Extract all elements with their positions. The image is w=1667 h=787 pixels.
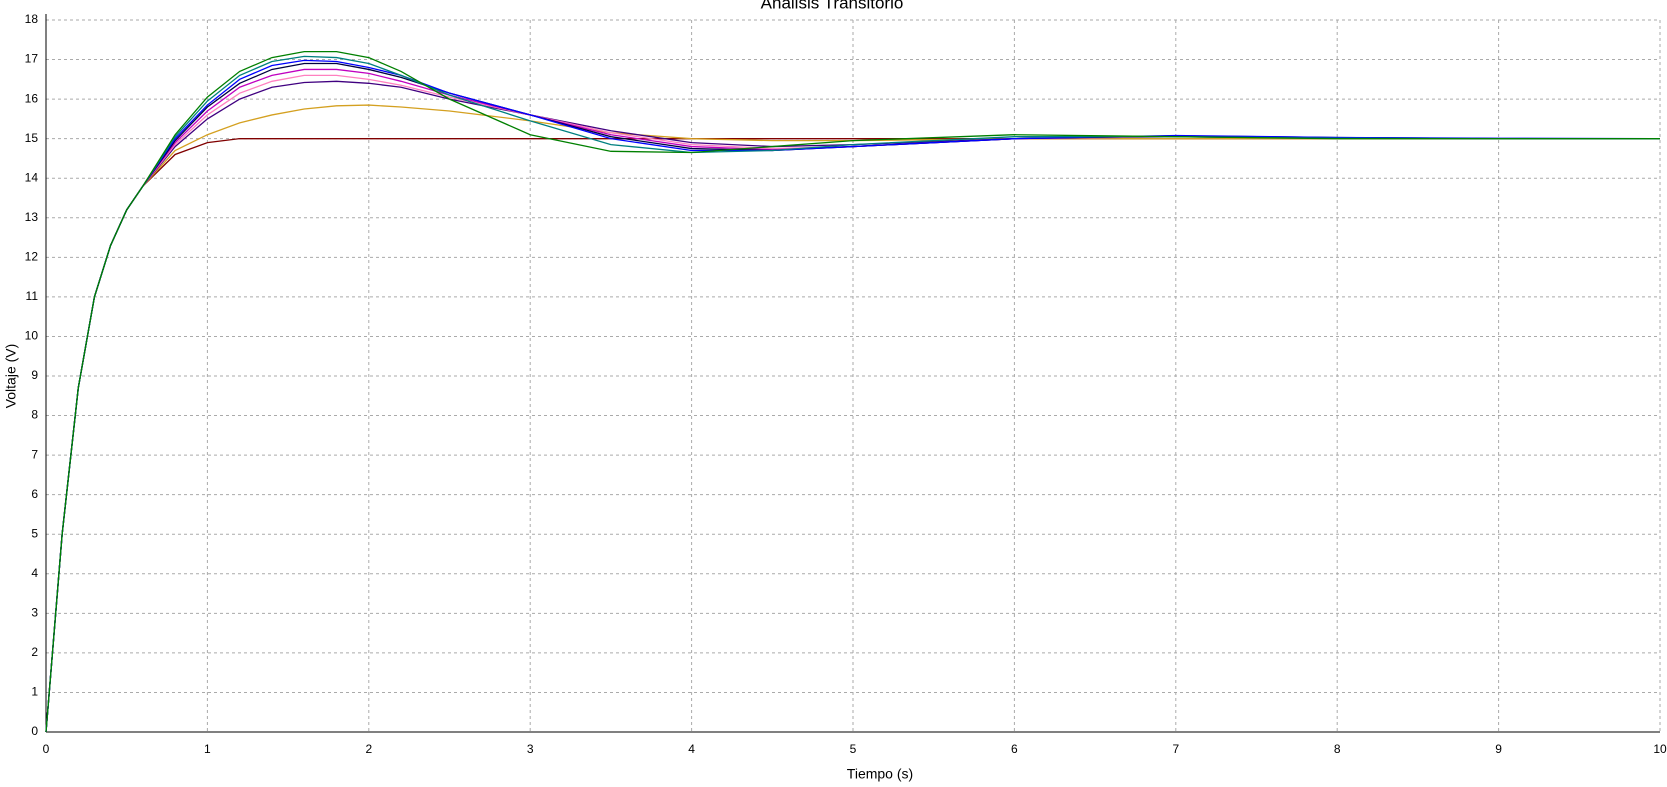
x-tick-label: 10	[1653, 742, 1667, 756]
y-tick-label: 3	[31, 606, 38, 620]
x-tick-label: 8	[1334, 742, 1341, 756]
series-line	[45, 59, 1661, 733]
x-tick-label: 3	[527, 742, 534, 756]
y-tick-label: 14	[25, 170, 39, 184]
y-tick-label: 13	[25, 210, 39, 224]
x-tick-label: 4	[688, 742, 695, 756]
x-tick-label: 0	[43, 742, 50, 756]
y-tick-label: 7	[31, 447, 38, 461]
y-tick-label: 11	[26, 289, 39, 303]
y-tick-label: 5	[31, 526, 38, 540]
y-tick-label: 12	[25, 250, 39, 264]
x-tick-label: 5	[850, 742, 857, 756]
x-tick-label: 6	[1011, 742, 1018, 756]
y-tick-label: 18	[25, 12, 39, 26]
y-axis-label: Voltaje (V)	[3, 344, 19, 409]
series-line	[45, 62, 1660, 733]
x-tick-label: 7	[1172, 742, 1179, 756]
y-tick-label: 15	[25, 131, 39, 145]
y-tick-label: 1	[31, 685, 38, 699]
y-tick-label: 10	[25, 329, 39, 343]
x-tick-label: 1	[204, 742, 211, 756]
y-tick-label: 17	[25, 52, 39, 66]
y-tick-label: 2	[31, 645, 38, 659]
y-tick-label: 9	[31, 368, 38, 382]
y-tick-label: 8	[31, 408, 38, 422]
x-tick-label: 2	[365, 742, 372, 756]
y-tick-label: 4	[31, 566, 38, 580]
y-tick-label: 0	[31, 724, 38, 738]
chart-title: Analisis Transitorio	[761, 0, 904, 12]
x-axis-label: Tiempo (s)	[847, 766, 913, 782]
y-tick-label: 16	[25, 91, 39, 105]
y-tick-label: 6	[31, 487, 38, 501]
series-line	[45, 50, 1660, 733]
x-tick-label: 9	[1495, 742, 1502, 756]
